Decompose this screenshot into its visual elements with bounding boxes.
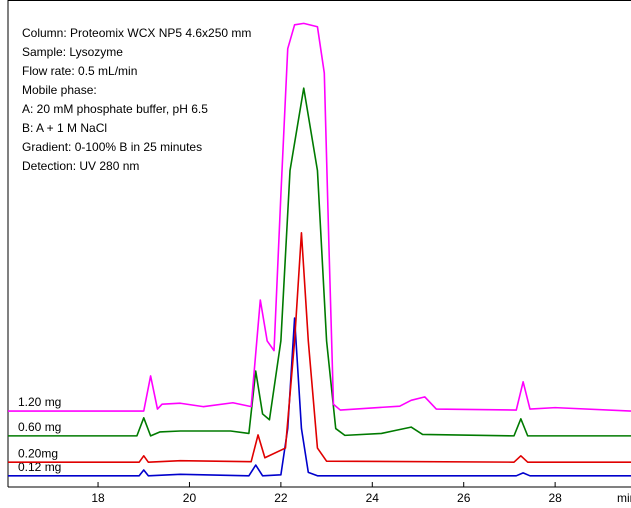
trace [8,231,631,463]
annotation: Sample: Lysozyme [22,45,123,59]
trace [8,87,631,437]
series-label: 0.60 mg [18,420,61,434]
annotation: Column: Proteomix WCX NP5 4.6x250 mm [22,26,251,40]
annotation: Flow rate: 0.5 mL/min [22,64,137,78]
trace [8,317,631,477]
x-tick-label: 24 [366,491,380,505]
series-label: 1.20 mg [18,395,61,409]
x-tick-label: 28 [548,491,562,505]
trace [8,22,631,412]
x-tick-label: 26 [457,491,471,505]
annotation: A: 20 mM phosphate buffer, pH 6.5 [22,102,208,116]
series-label: 0.20mg [18,446,58,460]
annotation: Mobile phase: [22,83,97,97]
x-tick-label: 20 [183,491,197,505]
annotation: B: A + 1 M NaCl [22,121,107,135]
x-tick-label: 22 [274,491,288,505]
annotation: Gradient: 0-100% B in 25 minutes [22,140,202,154]
series-label: 0.12 mg [18,460,61,474]
annotation: Detection: UV 280 nm [22,159,139,173]
x-tick-label: 18 [91,491,105,505]
x-axis-label: min [617,491,631,505]
